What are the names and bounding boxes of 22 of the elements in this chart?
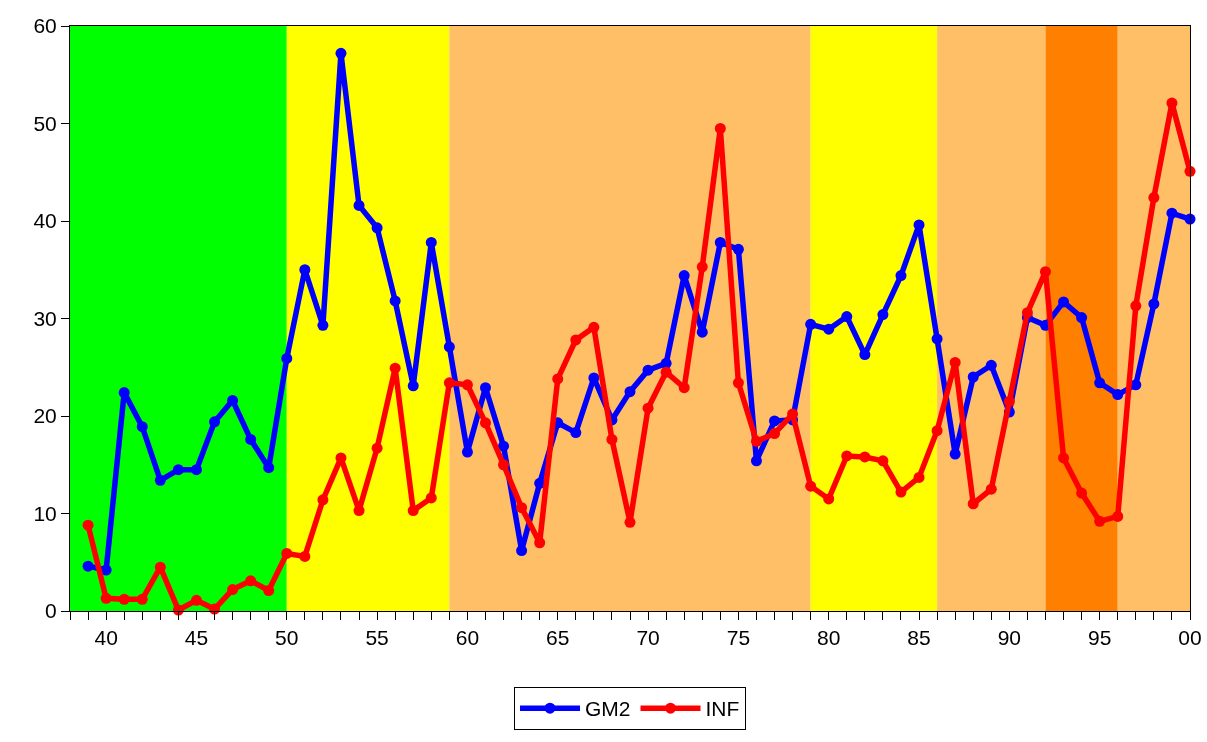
legend-label: GM2	[585, 697, 631, 721]
x-tick-label: 55	[365, 626, 389, 650]
y-tick-label: 10	[33, 501, 57, 525]
y-tick-label: 30	[33, 306, 57, 330]
x-tick-label: 75	[726, 626, 751, 650]
x-tick-label: 65	[546, 626, 570, 650]
y-tick-label: 50	[33, 111, 57, 135]
x-tick-label: 95	[1088, 626, 1112, 650]
x-tick-label: 45	[184, 626, 209, 650]
y-tick-label: 20	[33, 404, 57, 428]
x-tick-label: 40	[94, 626, 118, 650]
x-tick-label: 70	[636, 626, 660, 650]
legend-label: INF	[705, 697, 740, 721]
x-tick-label: 50	[275, 626, 299, 650]
x-tick-label: 85	[907, 626, 931, 650]
x-tick-label: 00	[1178, 626, 1202, 650]
x-tick-label: 90	[997, 626, 1022, 650]
x-tick-label: 80	[817, 626, 841, 650]
y-tick-label: 60	[33, 14, 57, 38]
x-tick-label: 60	[455, 626, 480, 650]
y-tick-label: 40	[33, 209, 57, 233]
y-tick-label: 0	[45, 599, 57, 623]
